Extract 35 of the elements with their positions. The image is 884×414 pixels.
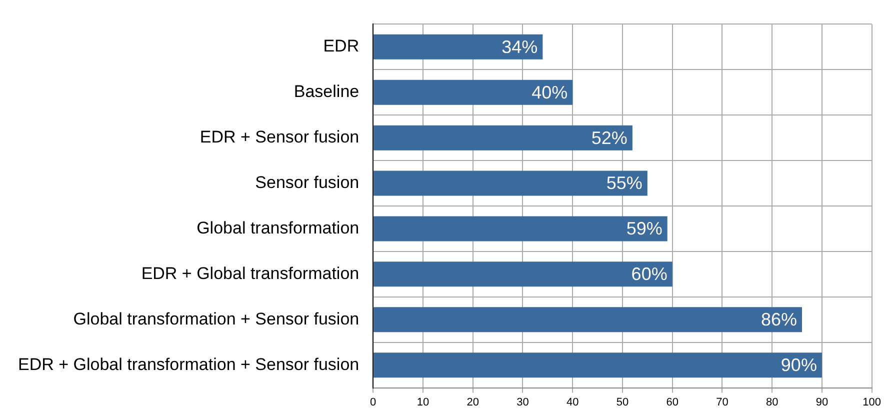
- bar: [374, 352, 822, 378]
- y-tick-label: EDR + Global transformation: [141, 264, 360, 283]
- data-label: 55%: [606, 173, 642, 194]
- y-tick-label: Global transformation + Sensor fusion: [73, 309, 360, 328]
- x-tick-label: 70: [716, 396, 728, 408]
- x-tick-label: 20: [466, 396, 479, 408]
- y-tick-label: Baseline: [294, 82, 360, 102]
- data-label: 90%: [780, 355, 817, 376]
- bar: [374, 262, 672, 287]
- x-tick-label: 60: [666, 396, 678, 408]
- y-tick-label: EDR: [323, 36, 360, 56]
- y-tick-label: Global transformation: [196, 218, 360, 238]
- data-label: 52%: [591, 128, 628, 148]
- x-tick-label: 40: [566, 396, 579, 408]
- bar: [374, 170, 648, 196]
- data-label: 60%: [631, 264, 668, 284]
- bar: [374, 80, 573, 105]
- y-tick-label: Sensor fusion: [255, 172, 360, 192]
- x-tick-label: 30: [516, 396, 529, 408]
- data-label: 34%: [502, 36, 538, 57]
- x-tick-label: 90: [816, 396, 828, 408]
- y-tick-label: EDR + Sensor fusion: [200, 128, 360, 147]
- y-tick-label: EDR + Global transformation + Sensor fusion: [18, 354, 360, 374]
- data-label: 86%: [760, 310, 798, 330]
- data-label: 59%: [626, 218, 662, 239]
- bar: [374, 307, 802, 332]
- x-tick-label: 10: [416, 396, 430, 408]
- x-tick-label: 80: [766, 396, 778, 408]
- x-tick-label: 100: [862, 396, 882, 408]
- data-label: 40%: [532, 82, 568, 102]
- x-tick-label: 0: [370, 396, 376, 408]
- bar: [374, 125, 632, 150]
- bar: [374, 216, 668, 242]
- x-tick-label: 50: [616, 396, 629, 408]
- bar: [374, 34, 543, 60]
